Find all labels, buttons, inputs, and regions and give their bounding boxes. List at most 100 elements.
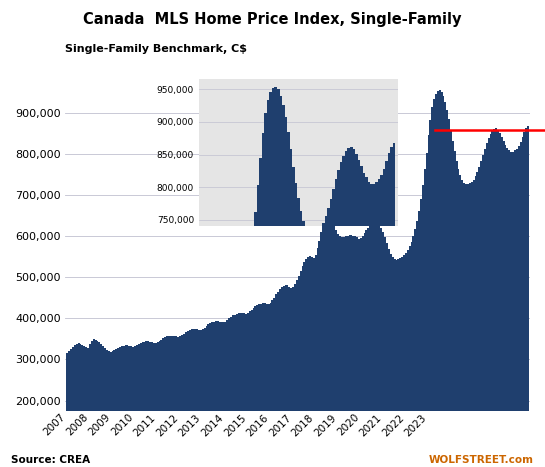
Bar <box>177 337 179 467</box>
Bar <box>288 287 290 467</box>
Bar <box>514 150 516 467</box>
Bar <box>80 344 81 467</box>
Bar <box>170 336 172 467</box>
Bar <box>380 228 383 467</box>
Bar <box>228 318 230 467</box>
Bar <box>375 224 377 467</box>
Bar <box>230 317 232 467</box>
Bar <box>495 128 497 467</box>
Bar <box>355 154 358 467</box>
Bar <box>91 341 93 467</box>
Bar <box>467 184 469 467</box>
Bar <box>168 336 170 467</box>
Bar <box>255 212 257 467</box>
Bar <box>350 147 353 467</box>
Bar <box>157 342 159 467</box>
Bar <box>262 303 264 467</box>
Bar <box>502 141 505 467</box>
Bar <box>484 149 486 467</box>
Text: Canada  MLS Home Price Index, Single-Family: Canada MLS Home Price Index, Single-Fami… <box>83 12 462 27</box>
Bar <box>96 341 99 467</box>
Bar <box>501 136 502 467</box>
Bar <box>473 180 475 467</box>
Bar <box>229 345 232 467</box>
Bar <box>348 235 350 467</box>
Bar <box>251 310 253 467</box>
Bar <box>153 343 155 467</box>
Bar <box>172 336 174 467</box>
Bar <box>392 257 393 467</box>
Bar <box>279 289 281 467</box>
Bar <box>405 253 407 467</box>
Bar <box>195 329 196 467</box>
Bar <box>358 239 360 467</box>
Bar <box>244 294 247 467</box>
Bar <box>268 304 270 467</box>
Bar <box>138 344 140 467</box>
Bar <box>83 347 85 467</box>
Bar <box>204 329 207 467</box>
Bar <box>256 305 258 467</box>
Bar <box>506 148 508 467</box>
Bar <box>283 286 284 467</box>
Bar <box>409 246 410 467</box>
Bar <box>401 257 403 467</box>
Bar <box>159 341 160 467</box>
Bar <box>183 333 185 467</box>
Bar <box>337 170 340 467</box>
Bar <box>238 313 239 467</box>
Bar <box>508 150 510 467</box>
Bar <box>369 226 371 467</box>
Bar <box>347 236 348 467</box>
Bar <box>281 287 283 467</box>
Bar <box>143 342 146 467</box>
Bar <box>277 89 280 467</box>
Bar <box>93 339 95 467</box>
Bar <box>205 326 208 467</box>
Bar <box>437 91 439 467</box>
Bar <box>247 313 249 467</box>
Bar <box>304 262 305 467</box>
Bar <box>418 211 420 467</box>
Bar <box>149 342 151 467</box>
Bar <box>117 348 119 467</box>
Bar <box>234 315 235 467</box>
Bar <box>301 266 304 467</box>
Bar <box>348 148 350 467</box>
Bar <box>102 346 104 467</box>
Bar <box>68 351 70 467</box>
Bar <box>85 347 87 467</box>
Bar <box>155 343 157 467</box>
Bar <box>298 276 300 467</box>
Bar <box>166 336 168 467</box>
Bar <box>242 307 244 467</box>
Bar <box>121 347 123 467</box>
Bar <box>95 340 96 467</box>
Bar <box>275 86 277 467</box>
Bar <box>422 185 424 467</box>
Bar <box>239 318 242 467</box>
Bar <box>217 321 219 467</box>
Bar <box>258 304 260 467</box>
Bar <box>379 226 380 467</box>
Bar <box>330 199 332 467</box>
Bar <box>370 184 373 467</box>
Bar <box>208 325 209 467</box>
Bar <box>132 347 134 467</box>
Bar <box>326 216 328 467</box>
Bar <box>284 117 287 467</box>
Bar <box>239 313 241 467</box>
Bar <box>519 142 522 467</box>
Bar <box>328 215 330 467</box>
Bar <box>160 340 162 467</box>
Bar <box>81 345 83 467</box>
Bar <box>209 347 211 467</box>
Bar <box>439 91 441 467</box>
Bar <box>302 221 305 467</box>
Bar <box>414 229 416 467</box>
Bar <box>342 156 345 467</box>
Bar <box>216 355 219 467</box>
Bar <box>89 344 91 467</box>
Bar <box>386 243 388 467</box>
Bar <box>214 354 216 467</box>
